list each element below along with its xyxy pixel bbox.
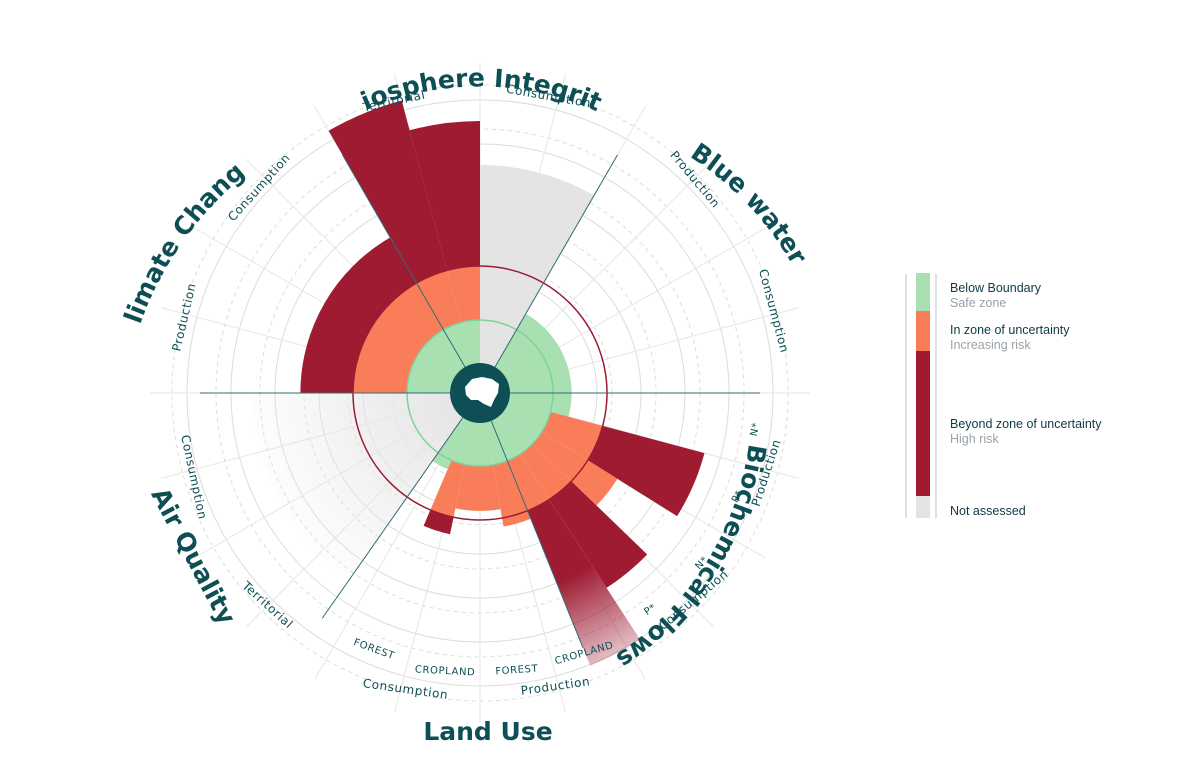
legend-title-safe: Below Boundary <box>950 281 1042 295</box>
legend-swatch-na <box>916 496 930 518</box>
bar <box>480 464 501 511</box>
belgium-icon <box>465 377 499 407</box>
bar-segment-uncertain <box>430 460 465 518</box>
label-climate-production: Production <box>169 281 198 352</box>
bar-segment-uncertain <box>519 443 572 500</box>
bar-segment-uncertain <box>416 270 462 330</box>
bar-segment-safe <box>501 408 542 444</box>
bar <box>532 431 618 506</box>
bar-segment-safe <box>496 413 533 455</box>
bar <box>549 481 648 588</box>
legend: Below Boundary Safe zone In zone of unce… <box>905 273 1102 518</box>
bar-segment-safe <box>485 420 508 465</box>
legend-sub-uncertain: Increasing risk <box>950 338 1031 352</box>
label-land-cons-cropland: CROPLAND <box>415 664 476 678</box>
label-land-use: Land Use <box>423 717 552 746</box>
legend-title-na: Not assessed <box>950 504 1026 518</box>
bar <box>328 100 448 284</box>
label-climate-change: Climate Change <box>0 0 250 327</box>
category-separator <box>342 154 466 368</box>
label-land-prod-forest: FOREST <box>495 664 539 678</box>
legend-swatch-high <box>916 351 930 496</box>
label-land-production: Production <box>520 674 591 698</box>
category-separator <box>490 420 584 649</box>
overlay <box>200 154 760 649</box>
category-separator <box>494 154 618 368</box>
bar-segment-safe <box>461 320 480 365</box>
bar-segment-safe <box>407 329 465 393</box>
bar-segment-safe <box>480 422 493 466</box>
bar-segment-safe <box>451 420 474 465</box>
label-biochem-prod-p: P* <box>730 489 745 505</box>
bar-segment-uncertain <box>447 266 480 323</box>
bar <box>300 237 417 393</box>
bar <box>507 357 572 417</box>
bar <box>527 499 641 666</box>
bar-segment-safe <box>491 418 520 461</box>
bar-segment-safe <box>505 400 551 432</box>
category-separator <box>321 417 464 619</box>
label-biosphere-integrity: Biosphere Integrity <box>0 0 606 117</box>
label-blue-water: Blue water <box>686 137 813 269</box>
bar-segment-safe <box>443 322 473 368</box>
bar-segment-uncertain <box>353 283 444 393</box>
label-land-consumption: Consumption <box>362 676 449 702</box>
legend-swatch-safe <box>916 273 930 311</box>
bar <box>480 165 594 368</box>
bar <box>587 425 705 517</box>
bar <box>409 121 480 271</box>
bar <box>455 464 480 511</box>
bar-segment-uncertain <box>541 411 603 461</box>
legend-swatch-uncertain <box>916 311 930 351</box>
legend-sub-safe: Safe zone <box>950 296 1006 310</box>
legend-sub-high: High risk <box>950 432 999 446</box>
bar <box>432 417 469 470</box>
bar-segment-uncertain <box>507 454 550 511</box>
bar <box>252 393 463 580</box>
legend-title-uncertain: In zone of uncertainty <box>950 323 1070 337</box>
legend-title-high: Beyond zone of uncertainty <box>950 417 1102 431</box>
bar-segment-safe <box>464 422 480 466</box>
bar <box>492 460 531 527</box>
label-biochem-prod-n: N* <box>749 422 763 438</box>
